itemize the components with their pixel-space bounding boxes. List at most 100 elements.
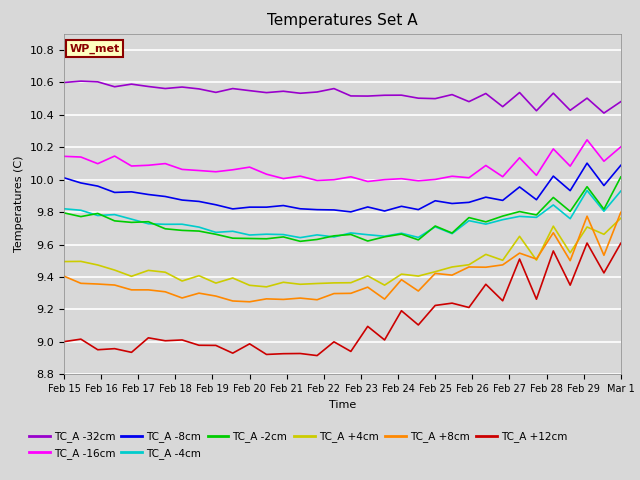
TC_A -8cm [465,200,473,205]
TC_A -4cm [499,217,506,223]
TC_A -2cm [330,233,338,239]
TC_A +12cm [77,336,84,342]
TC_A -4cm [212,229,220,235]
TC_A -8cm [179,197,186,203]
TC_A -2cm [532,212,540,218]
TC_A -4cm [347,230,355,236]
Y-axis label: Temperatures (C): Temperatures (C) [14,156,24,252]
TC_A -16cm [229,167,237,173]
TC_A -32cm [397,92,405,98]
TC_A -8cm [448,201,456,206]
Text: WP_met: WP_met [70,44,120,54]
TC_A +12cm [499,298,506,304]
TC_A -8cm [77,180,84,186]
TC_A -32cm [600,110,608,116]
Line: TC_A -16cm: TC_A -16cm [64,140,621,181]
TC_A -4cm [60,206,68,212]
TC_A +12cm [550,248,557,254]
TC_A +4cm [364,273,372,279]
TC_A -16cm [448,173,456,179]
TC_A -32cm [179,84,186,90]
TC_A -2cm [347,231,355,237]
TC_A -2cm [448,230,456,236]
TC_A +8cm [499,262,506,268]
TC_A -8cm [347,209,355,215]
TC_A +12cm [212,343,220,348]
TC_A +8cm [448,272,456,278]
TC_A -16cm [397,176,405,181]
TC_A -16cm [127,163,135,169]
TC_A +8cm [381,296,388,302]
TC_A -4cm [145,221,152,227]
TC_A +8cm [77,280,84,286]
TC_A +12cm [448,300,456,306]
TC_A -16cm [94,161,102,167]
TC_A +4cm [347,280,355,286]
TC_A -4cm [532,215,540,220]
TC_A +12cm [617,240,625,246]
TC_A -16cm [77,154,84,160]
TC_A -16cm [111,153,118,159]
TC_A -4cm [415,235,422,240]
TC_A +8cm [482,264,490,270]
TC_A +8cm [313,297,321,302]
TC_A -2cm [179,228,186,233]
TC_A -8cm [550,173,557,179]
TC_A -2cm [482,219,490,225]
TC_A +12cm [161,338,169,344]
TC_A +4cm [516,233,524,239]
TC_A +4cm [179,278,186,284]
TC_A -16cm [566,163,574,169]
TC_A -16cm [381,177,388,182]
Line: TC_A +4cm: TC_A +4cm [64,218,621,287]
TC_A -4cm [94,213,102,218]
TC_A -16cm [296,173,304,179]
TC_A +12cm [600,270,608,276]
TC_A -16cm [280,176,287,181]
TC_A -4cm [381,233,388,239]
TC_A +4cm [127,274,135,279]
TC_A +4cm [465,262,473,268]
TC_A +8cm [280,297,287,302]
TC_A +8cm [296,295,304,301]
TC_A -16cm [212,169,220,175]
TC_A -32cm [381,92,388,98]
TC_A -4cm [330,234,338,240]
TC_A +4cm [448,264,456,270]
Legend: TC_A -32cm, TC_A -16cm, TC_A -8cm, TC_A -4cm, TC_A -2cm, TC_A +4cm, TC_A +8cm, T: TC_A -32cm, TC_A -16cm, TC_A -8cm, TC_A … [24,427,572,463]
TC_A -8cm [397,204,405,209]
Line: TC_A -32cm: TC_A -32cm [64,81,621,113]
TC_A +8cm [229,298,237,304]
TC_A +12cm [415,322,422,328]
TC_A +8cm [364,284,372,290]
TC_A -4cm [583,188,591,193]
TC_A -16cm [161,161,169,167]
TC_A +12cm [397,308,405,313]
TC_A +12cm [262,351,270,357]
TC_A +4cm [94,262,102,268]
TC_A -32cm [229,86,237,92]
TC_A -2cm [127,219,135,225]
TC_A -2cm [280,234,287,240]
TC_A -32cm [262,90,270,96]
TC_A +8cm [179,295,186,301]
TC_A -2cm [195,228,203,234]
TC_A -4cm [179,221,186,227]
TC_A +12cm [532,296,540,302]
TC_A +8cm [145,287,152,293]
TC_A +4cm [246,282,253,288]
TC_A -2cm [111,218,118,224]
TC_A +12cm [431,302,439,308]
TC_A +12cm [145,335,152,341]
TC_A -16cm [583,137,591,143]
TC_A -32cm [280,88,287,94]
TC_A -8cm [330,207,338,213]
TC_A -2cm [262,236,270,241]
TC_A +8cm [246,299,253,305]
TC_A -4cm [516,214,524,219]
TC_A -16cm [550,146,557,152]
TC_A -2cm [296,239,304,244]
TC_A -32cm [550,90,557,96]
Line: TC_A -8cm: TC_A -8cm [64,163,621,212]
TC_A -4cm [364,232,372,238]
